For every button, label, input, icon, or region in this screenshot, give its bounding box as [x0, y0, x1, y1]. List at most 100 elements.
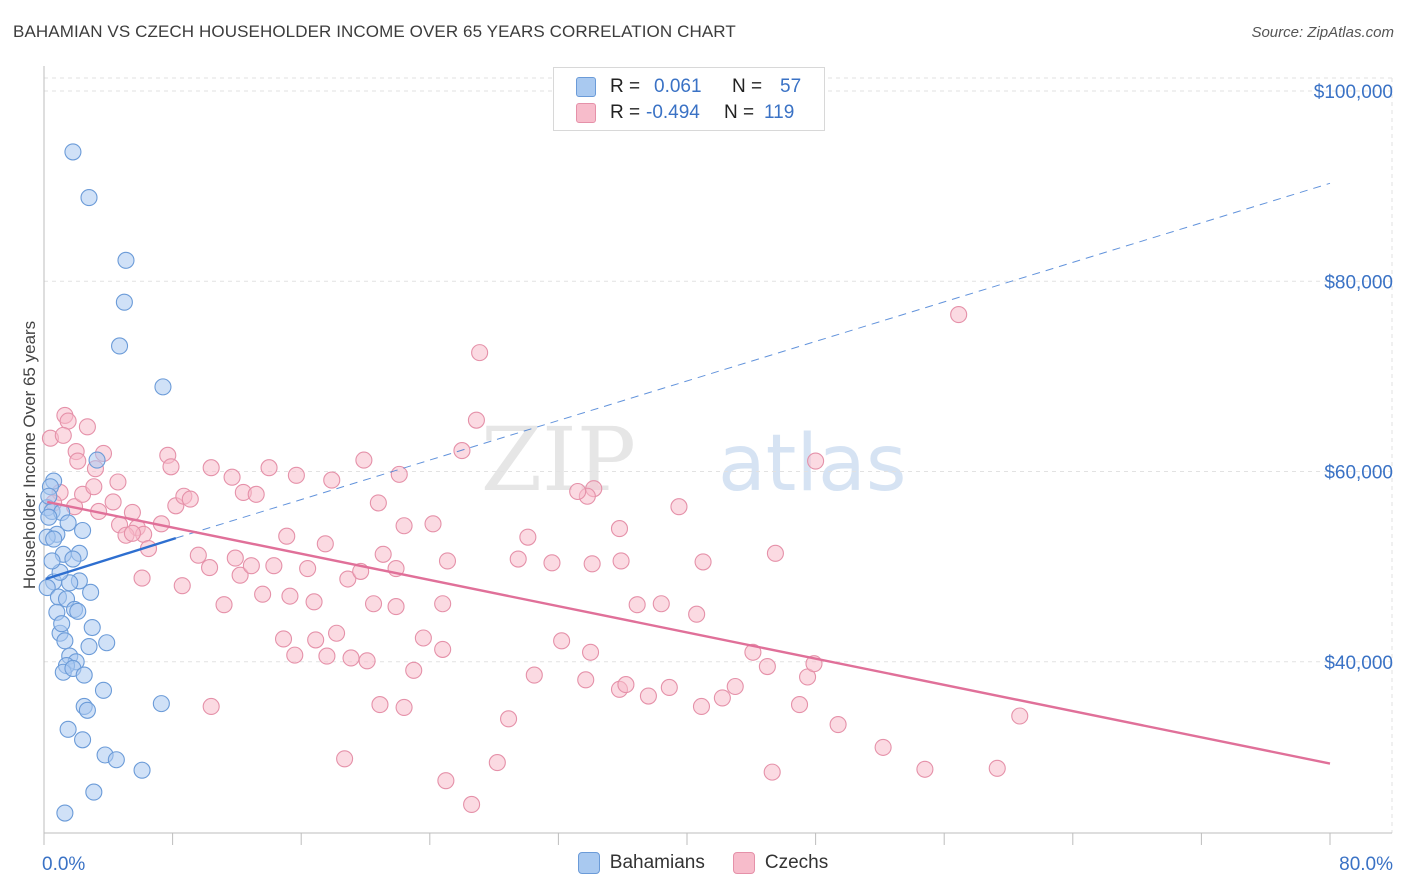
bahamians-point [115, 293, 133, 311]
watermark: ZIP atlas [481, 408, 907, 511]
czechs-point [670, 498, 688, 516]
bahamians-point [40, 508, 58, 526]
czechs-point [395, 698, 413, 716]
bahamians-point [75, 666, 93, 684]
axes [43, 66, 1392, 845]
czechs-point [581, 643, 600, 661]
czechs-point [364, 595, 383, 613]
legend-row-czechs: R = -0.494 N = 119 [576, 100, 794, 126]
czechs-point [181, 490, 199, 508]
czechs-point [109, 473, 127, 491]
series-legend: Bahamians Czechs [0, 852, 1406, 874]
bahamians-point [82, 583, 100, 601]
czechs-point [438, 552, 457, 570]
czechs-point [85, 478, 103, 496]
y-tick-label: $60,000 [1324, 463, 1393, 484]
trend-lines [45, 182, 1331, 765]
czechs-point [305, 593, 323, 611]
legend-n-label: N = [732, 76, 763, 97]
czechs-point [405, 661, 423, 679]
czechs-point [713, 689, 731, 707]
czechs-point [54, 426, 72, 444]
watermark-zip: ZIP [481, 408, 636, 511]
czechs-point [525, 666, 543, 684]
source-label: Source: ZipAtlas.com [1251, 24, 1394, 41]
czechs-point [652, 595, 670, 613]
bahamians-point [154, 378, 172, 396]
bahamians-point [117, 251, 135, 269]
czechs-point [694, 553, 712, 571]
czechs-point [387, 598, 405, 616]
legend-r-value: 0.061 [654, 76, 702, 97]
czechs-point [726, 677, 744, 696]
chart-title: BAHAMIAN VS CZECH HOUSEHOLDER INCOME OVE… [13, 22, 736, 41]
bahamians-point [59, 720, 77, 738]
bahamians-point [40, 487, 58, 505]
czechs-point [434, 595, 452, 613]
czechs-point [318, 647, 336, 665]
bahamians-point [83, 618, 101, 637]
y-tick-label: $80,000 [1324, 272, 1393, 293]
czechs-point [226, 549, 244, 567]
bahamians-point [74, 731, 92, 749]
czechs-point [610, 520, 629, 538]
bahamians-point [61, 574, 79, 592]
czechs-point [328, 624, 346, 642]
bahamians-point [111, 337, 129, 355]
bahamians-point [45, 530, 63, 548]
czechs-point [569, 482, 587, 501]
czechs-point [371, 696, 389, 714]
legend-item-bahamians[interactable]: Bahamians [577, 852, 705, 874]
czechs-point [260, 459, 278, 477]
czechs-point [342, 649, 360, 667]
bahamians-point [152, 695, 170, 713]
x-tick-label: 0.0% [42, 854, 85, 875]
legend-n-label: N = [724, 102, 755, 123]
czechs-point [617, 676, 635, 694]
czechs-point [374, 545, 392, 563]
czechs-point [467, 411, 485, 429]
czechs-point [988, 759, 1006, 777]
bahamians-points [38, 143, 172, 822]
bahamians-point [80, 189, 98, 207]
y-axis-label: Householder Income Over 65 years [20, 321, 39, 589]
czechs-point [639, 687, 657, 705]
czechs-point [424, 515, 442, 533]
czechs-point [202, 459, 220, 477]
czechs-point [543, 554, 561, 572]
czechs-point [790, 696, 809, 714]
legend-r-label: R = [610, 102, 641, 123]
bahamians-point [133, 761, 151, 779]
legend-label-czechs: Czechs [764, 852, 829, 873]
czechs-point [434, 640, 452, 658]
czechs-point [829, 716, 847, 734]
czechs-point [692, 697, 711, 716]
czechs-point [323, 471, 341, 489]
czechs-point [162, 458, 180, 476]
bahamians-trend-line [45, 536, 177, 581]
legend-swatch-bahamians [576, 77, 596, 97]
y-tick-label: $40,000 [1324, 653, 1393, 674]
bahamians-point [59, 514, 77, 532]
czechs-point [189, 546, 207, 564]
legend-swatch-czechs [576, 103, 596, 123]
bahamians-point [94, 681, 113, 699]
bahamians-trend-extension [175, 182, 1331, 539]
bahamians-point [78, 701, 96, 719]
czechs-point [316, 535, 334, 553]
legend-n-value: 57 [780, 76, 802, 97]
czechs-point [265, 557, 283, 575]
czechs-point [766, 544, 784, 562]
czechs-point [577, 671, 595, 689]
czechs-point [1011, 707, 1029, 725]
czechs-point [278, 527, 296, 545]
czechs-point [519, 528, 537, 546]
bahamians-point [88, 451, 106, 469]
legend-item-czechs[interactable]: Czechs [732, 852, 829, 874]
czechs-point [509, 550, 527, 568]
czechs-point [78, 418, 96, 436]
legend-swatch-bahamians [577, 852, 600, 874]
czechs-point [307, 631, 325, 649]
czechs-point [69, 452, 87, 470]
